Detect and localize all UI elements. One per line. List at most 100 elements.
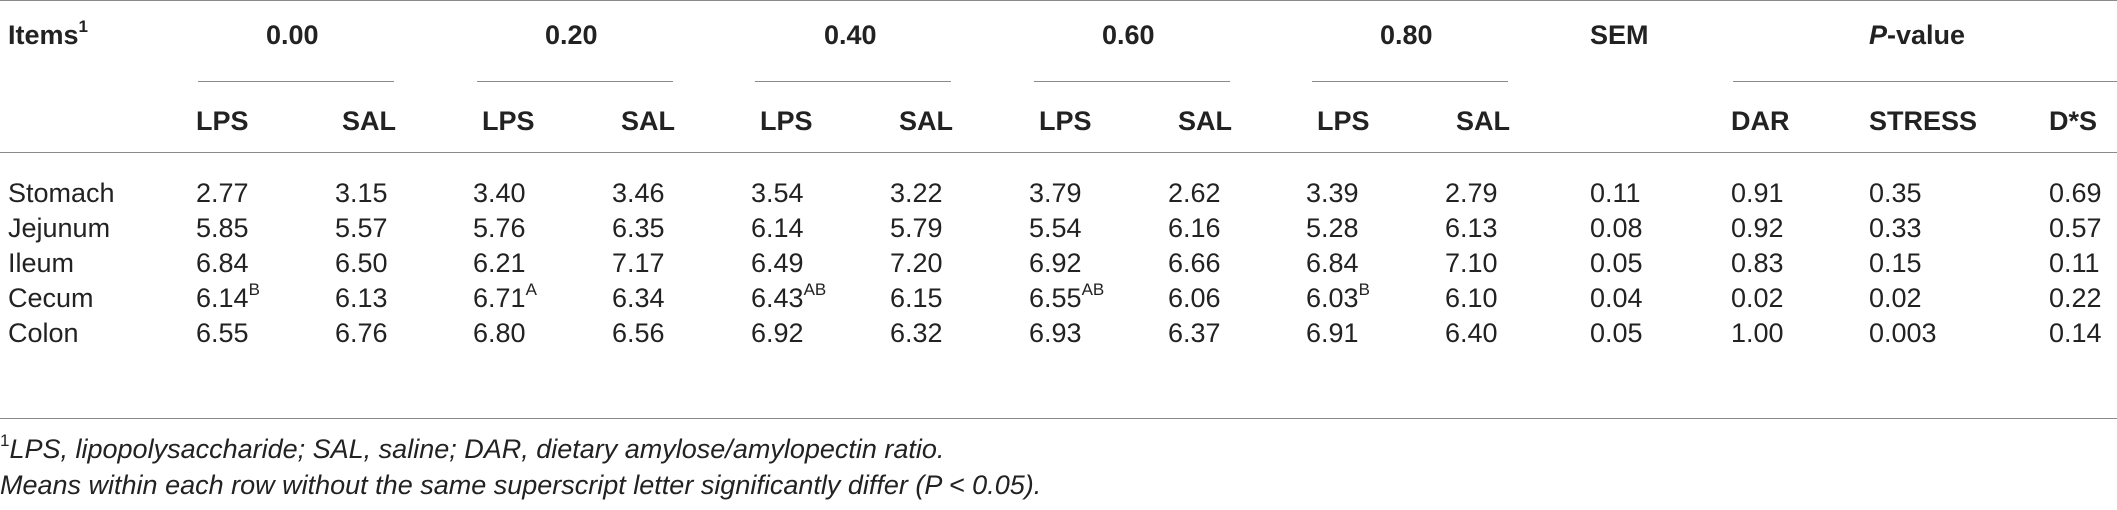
value-text: 5.57 (335, 213, 388, 243)
sem-cell: 0.08 (1590, 213, 1643, 243)
header-lps-0: LPS (196, 106, 249, 136)
header-items: Items1 (8, 18, 88, 52)
footnote-1-sup: 1 (0, 431, 10, 450)
value-text: 6.35 (612, 213, 665, 243)
value-cell: 2.79 (1445, 176, 1498, 210)
value-cell: 5.76 (473, 211, 526, 245)
significance-letter: B (248, 280, 260, 299)
row-label: Colon (8, 318, 79, 348)
header-pvalue-italic: P (1869, 20, 1888, 50)
value-text: 6.55 (196, 318, 249, 348)
footnote-1-text: LPS, lipopolysaccharide; SAL, saline; DA… (9, 434, 945, 464)
value-cell: 5.54 (1029, 211, 1082, 245)
value-cell: 6.03B (1306, 281, 1370, 315)
header-lps-1: LPS (482, 106, 535, 136)
value-text: 6.49 (751, 248, 804, 278)
level-0-span-rule (198, 81, 394, 82)
value-cell: 6.50 (335, 246, 388, 280)
ds-pvalue-cell: 0.14 (2049, 318, 2102, 348)
value-cell: 5.85 (196, 211, 249, 245)
value-cell: 3.40 (473, 176, 526, 210)
value-text: 6.92 (1029, 248, 1082, 278)
stress-pvalue-cell: 0.33 (1869, 213, 1922, 243)
value-cell: 6.15 (890, 281, 943, 315)
value-cell: 5.57 (335, 211, 388, 245)
row-label: Cecum (8, 283, 94, 313)
stress-pvalue-cell: 0.15 (1869, 248, 1922, 278)
value-cell: 6.92 (1029, 246, 1082, 280)
value-text: 5.76 (473, 213, 526, 243)
value-cell: 6.14 (751, 211, 804, 245)
value-text: 6.84 (1306, 248, 1359, 278)
header-sem: SEM (1590, 20, 1649, 50)
value-cell: 6.93 (1029, 316, 1082, 350)
header-items-label: Items (8, 20, 79, 50)
header-lps-3: LPS (1039, 106, 1092, 136)
value-text: 5.79 (890, 213, 943, 243)
value-text: 6.37 (1168, 318, 1221, 348)
value-text: 3.15 (335, 178, 388, 208)
value-cell: 6.21 (473, 246, 526, 280)
value-text: 5.28 (1306, 213, 1359, 243)
stress-pvalue-cell: 0.003 (1869, 318, 1937, 348)
value-cell: 6.91 (1306, 316, 1359, 350)
value-text: 6.92 (751, 318, 804, 348)
value-text: 6.56 (612, 318, 665, 348)
value-cell: 2.62 (1168, 176, 1221, 210)
data-table: Items1 0.00 0.20 0.40 0.60 0.80 SEM P-va… (0, 0, 2117, 419)
significance-letter: AB (1081, 280, 1105, 299)
value-cell: 3.15 (335, 176, 388, 210)
value-cell: 6.13 (1445, 211, 1498, 245)
value-text: 2.77 (196, 178, 249, 208)
value-cell: 6.80 (473, 316, 526, 350)
value-text: 6.13 (335, 283, 388, 313)
sem-cell: 0.05 (1590, 248, 1643, 278)
value-text: 3.40 (473, 178, 526, 208)
stress-pvalue-cell: 0.35 (1869, 178, 1922, 208)
header-sal-1: SAL (621, 106, 675, 136)
value-cell: 7.10 (1445, 246, 1498, 280)
value-cell: 6.92 (751, 316, 804, 350)
dar-pvalue-cell: 0.83 (1731, 248, 1784, 278)
value-text: 3.22 (890, 178, 943, 208)
value-text: 6.43 (751, 283, 804, 313)
ds-pvalue-cell: 0.69 (2049, 178, 2102, 208)
value-text: 6.55 (1029, 283, 1082, 313)
value-text: 6.66 (1168, 248, 1221, 278)
dar-pvalue-cell: 0.02 (1731, 283, 1784, 313)
value-cell: 6.37 (1168, 316, 1221, 350)
header-sal-0: SAL (342, 106, 396, 136)
level-1-span-rule (477, 81, 673, 82)
header-level-0: 0.00 (266, 20, 319, 50)
row-label: Ileum (8, 248, 75, 278)
value-cell: 3.46 (612, 176, 665, 210)
level-3-span-rule (1034, 81, 1230, 82)
table-bottom-rule (0, 418, 2117, 419)
value-text: 6.76 (335, 318, 388, 348)
value-cell: 6.14B (196, 281, 260, 315)
value-cell: 6.66 (1168, 246, 1221, 280)
value-cell: 3.22 (890, 176, 943, 210)
value-cell: 6.06 (1168, 281, 1221, 315)
value-cell: 5.79 (890, 211, 943, 245)
dar-pvalue-cell: 0.91 (1731, 178, 1784, 208)
value-text: 7.10 (1445, 248, 1498, 278)
header-level-3: 0.60 (1102, 20, 1155, 50)
value-cell: 7.17 (612, 246, 665, 280)
header-sal-3: SAL (1178, 106, 1232, 136)
value-cell: 5.28 (1306, 211, 1359, 245)
value-text: 6.71 (473, 283, 526, 313)
pvalue-span-rule (1733, 81, 2117, 82)
value-text: 6.14 (196, 283, 249, 313)
value-text: 6.15 (890, 283, 943, 313)
level-4-span-rule (1312, 81, 1508, 82)
value-text: 6.91 (1306, 318, 1359, 348)
level-2-span-rule (755, 81, 951, 82)
header-sal-4: SAL (1456, 106, 1510, 136)
value-text: 2.62 (1168, 178, 1221, 208)
value-cell: 3.39 (1306, 176, 1359, 210)
value-cell: 6.49 (751, 246, 804, 280)
value-text: 6.13 (1445, 213, 1498, 243)
header-level-4: 0.80 (1380, 20, 1433, 50)
value-cell: 7.20 (890, 246, 943, 280)
